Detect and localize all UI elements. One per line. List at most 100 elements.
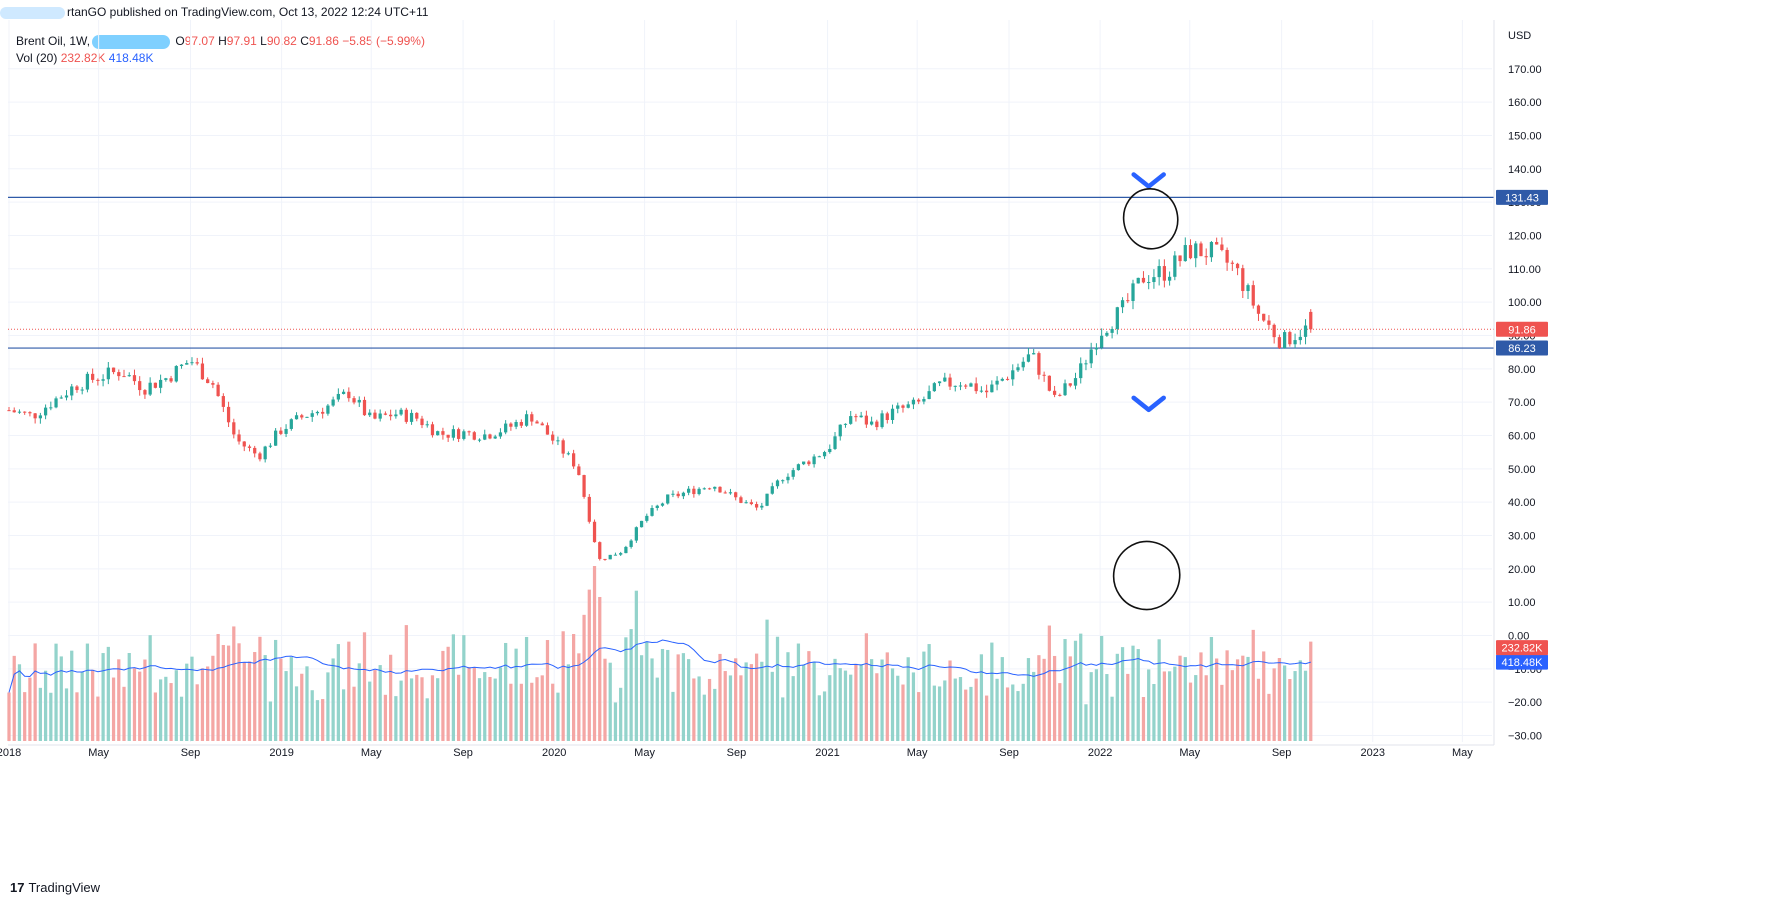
candle-body — [995, 380, 999, 385]
volume-bar — [1115, 653, 1119, 741]
candle-body — [1068, 383, 1072, 386]
candle-body — [911, 399, 916, 405]
volume-bar — [990, 642, 994, 741]
volume-bar — [1162, 671, 1166, 741]
candle-body — [1131, 283, 1135, 302]
volume-bar — [1152, 683, 1156, 741]
candle-body — [833, 436, 837, 449]
volume-bar — [948, 660, 952, 741]
volume-bar — [7, 692, 11, 741]
volume-bar — [953, 678, 957, 741]
candle-body — [822, 452, 827, 457]
volume-bar — [158, 679, 163, 741]
candle-body — [1021, 361, 1025, 368]
x-tick-label: Sep — [181, 747, 201, 759]
brand-name: TradingView — [28, 880, 101, 895]
candle-body — [896, 405, 900, 409]
y-tick-label: −20.00 — [1508, 697, 1542, 709]
volume-bar — [122, 686, 126, 741]
volume-bar — [289, 657, 293, 741]
volume-bar — [775, 636, 780, 741]
candle-body — [979, 390, 984, 392]
candle-body — [812, 456, 816, 465]
volume-bar — [1047, 625, 1051, 741]
volume-bar — [1288, 679, 1292, 741]
volume-bar — [828, 675, 832, 741]
volume-bar — [1293, 671, 1297, 741]
candle-body — [80, 389, 84, 391]
x-tick-label: 2022 — [1088, 747, 1112, 759]
candle-body — [415, 412, 419, 419]
volume-bar — [80, 671, 84, 741]
volume-bar — [1167, 671, 1172, 741]
volume-bar — [833, 658, 837, 741]
candle-body — [953, 385, 957, 387]
volume-bar — [1058, 683, 1062, 741]
volume-bar — [676, 654, 680, 741]
circle-annotation — [1112, 540, 1181, 611]
volume-bar — [274, 639, 278, 741]
volume-bar — [378, 665, 382, 741]
volume-bar — [639, 655, 644, 741]
candle-body — [362, 399, 367, 416]
symbol-label[interactable]: Brent Oil, 1W, — [16, 34, 91, 48]
candle-body — [598, 542, 602, 559]
volume-bar — [530, 682, 534, 741]
candle-body — [592, 521, 597, 543]
volume-bar — [1215, 658, 1219, 741]
candle-body — [650, 507, 654, 516]
volume-bar — [70, 650, 74, 741]
volume-bar — [587, 589, 591, 741]
volume-bar — [75, 692, 79, 741]
candle-body — [425, 424, 429, 426]
volume-legend-row[interactable]: Vol (20) 232.82K 418.48K — [16, 51, 425, 68]
volume-bar — [802, 665, 806, 741]
volume-bar — [807, 651, 811, 741]
volume-bar — [822, 691, 827, 741]
tradingview-brand[interactable]: 17 TradingView — [10, 880, 100, 895]
candle-body — [687, 488, 691, 493]
volume-bar — [1032, 671, 1036, 741]
volume-tag-bg — [1496, 640, 1548, 656]
close-label: C — [300, 34, 309, 48]
price-axis[interactable]: 170.00160.00150.00140.00130.00120.00110.… — [1493, 20, 1542, 745]
volume-bar — [462, 635, 466, 741]
candle-body — [498, 432, 503, 437]
candle-body — [608, 554, 612, 560]
volume-label[interactable]: Vol (20) — [16, 51, 58, 65]
x-tick-label: 2020 — [542, 747, 566, 759]
volume-bar — [1147, 669, 1151, 741]
candle-body — [964, 385, 968, 387]
volume-bar — [420, 677, 424, 741]
candle-body — [1178, 255, 1182, 262]
candle-body — [629, 540, 633, 547]
candle-body — [1199, 243, 1203, 257]
candle-body — [880, 413, 884, 428]
candle-body — [504, 423, 508, 433]
volume-bar — [718, 653, 722, 741]
open-label: O — [175, 34, 185, 48]
time-axis[interactable]: 2018 May Sep 2019 May Sep 2020 May Sep 2021 May Sep… — [0, 744, 1494, 759]
candle-body — [399, 409, 403, 415]
candle-body — [127, 375, 131, 377]
candle-body — [138, 381, 142, 391]
volume-bar — [28, 677, 32, 741]
volume-bar — [917, 692, 921, 741]
horizontal-levels[interactable] — [8, 196, 1494, 349]
change-value: −5.85 (−5.99%) — [342, 34, 425, 48]
candle-body — [179, 364, 184, 367]
x-tick-label: 2021 — [815, 747, 839, 759]
volume-bar — [551, 683, 555, 741]
volume-bar — [106, 646, 110, 741]
volume-bar — [221, 645, 225, 741]
volume-bar — [1136, 649, 1140, 741]
volume-bar — [613, 702, 618, 741]
candle-body — [1058, 394, 1062, 396]
volume-bar — [864, 633, 869, 741]
candle-body — [1241, 268, 1245, 292]
volume-bar — [216, 633, 220, 741]
candle-body — [1011, 370, 1015, 380]
candle-body — [1105, 332, 1109, 336]
candle-body — [1204, 256, 1208, 258]
